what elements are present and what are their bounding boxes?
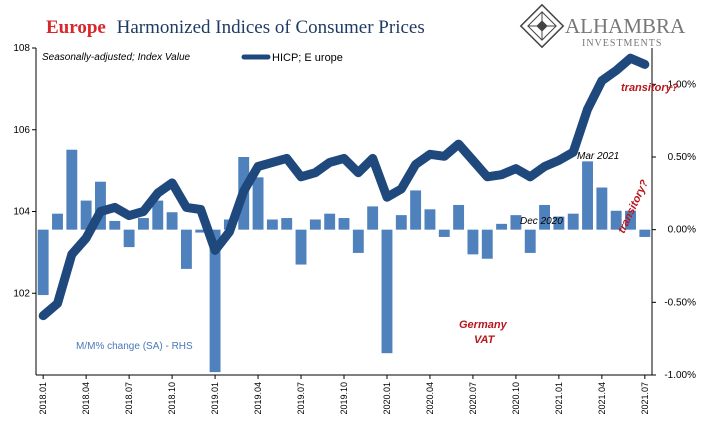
logo: ALHAMBRA INVESTMENTS — [519, 3, 686, 49]
bar-2018.07 — [123, 229, 135, 248]
bar-2018.09 — [152, 200, 164, 230]
x-tick-label: 2018.01 — [38, 382, 48, 415]
x-tick-label: 2018.10 — [167, 382, 177, 415]
right-tick-label: -1.00% — [664, 370, 696, 381]
chart-title: Europe Harmonized Indices of Consumer Pr… — [46, 17, 425, 38]
x-tick-label: 2020.07 — [468, 382, 478, 415]
hicp-line — [38, 53, 650, 321]
bar-2018.12 — [195, 229, 207, 233]
legend: HICP; E urope — [241, 52, 343, 64]
bar-2019.05 — [266, 219, 278, 230]
logo-sub: INVESTMENTS — [582, 38, 662, 49]
chart-title-accent: Europe — [46, 17, 106, 38]
bar-2019.01 — [209, 229, 221, 373]
bar-2018.10 — [166, 212, 178, 230]
bar-2018.03 — [66, 149, 78, 230]
left-tick-label: 104 — [13, 207, 30, 218]
bar-2019.11 — [352, 229, 364, 253]
legend-label-hicp: HICP; E urope — [272, 52, 343, 64]
left-tick-label: 108 — [13, 43, 30, 54]
bar-2020.11 — [524, 229, 536, 253]
left-axis-ticks: 102 104 106 108 — [13, 43, 36, 299]
x-tick-label: 2021.04 — [597, 382, 607, 415]
x-tick-label: 2019.01 — [210, 382, 220, 415]
bar-2018.05 — [95, 181, 106, 230]
bar-2019.07 — [295, 229, 307, 265]
annotation-vat: VAT — [474, 334, 496, 346]
bar-2020.04 — [424, 209, 436, 230]
bar-2020.09 — [496, 223, 508, 230]
logo-name: ALHAMBRA — [565, 14, 686, 38]
bar-2020.07 — [467, 229, 479, 255]
bar-2020.08 — [481, 229, 493, 259]
x-tick-label: 2021.01 — [554, 382, 564, 415]
right-tick-label: 1.00% — [668, 79, 696, 90]
bar-2021.06 — [625, 210, 636, 230]
bar-2019.06 — [281, 218, 293, 230]
bar-2018.04 — [80, 200, 92, 230]
bar-2018.01 — [37, 229, 49, 296]
bar-2018.02 — [52, 213, 63, 230]
x-tick-label: 2019.04 — [253, 382, 263, 415]
x-tick-label: 2020.01 — [382, 382, 392, 415]
x-tick-label: 2018.04 — [81, 382, 91, 415]
bar-2021.05 — [610, 210, 622, 230]
annotation-dec-2020: Dec 2020 — [520, 216, 563, 227]
annotation-transitory-1: transitory? — [621, 82, 679, 94]
left-tick-label: 106 — [13, 125, 30, 136]
bar-2019.12 — [367, 206, 379, 230]
x-tick-label: 2021.07 — [640, 382, 650, 415]
bar-2021.07 — [639, 229, 651, 237]
right-axis-ticks: -1.00% -0.50% 0.00% 0.50% 1.00% — [652, 79, 696, 381]
bar-2020.01 — [381, 229, 393, 354]
bar-2020.12 — [539, 204, 551, 230]
chart-title-rest: Harmonized Indices of Consumer Prices — [117, 17, 425, 38]
x-tick-label: 2020.04 — [425, 382, 435, 415]
bar-2021.02 — [567, 213, 579, 230]
x-axis-ticks: 2018.01 2018.04 2018.07 2018.10 2019.01 2019.… — [38, 375, 650, 415]
right-tick-label: -0.50% — [664, 297, 696, 308]
bar-2021.01 — [553, 216, 565, 230]
right-tick-label: 0.00% — [668, 225, 696, 236]
bar-2020.10 — [510, 215, 522, 230]
bar-2020.02 — [395, 215, 407, 230]
annotation-mar-2021: Mar 2021 — [577, 151, 619, 162]
bar-2018.11 — [180, 229, 192, 269]
bar-2019.08 — [309, 219, 321, 230]
mm-change-bars — [37, 149, 651, 373]
left-tick-label: 102 — [13, 288, 30, 299]
bar-2018.08 — [137, 218, 149, 230]
bar-2019.10 — [338, 218, 350, 230]
bar-2021.04 — [596, 187, 608, 230]
x-tick-label: 2019.10 — [339, 382, 349, 415]
x-tick-label: 2019.07 — [296, 382, 306, 415]
bar-2019.09 — [324, 213, 336, 230]
chart-note: Seasonally-adjusted; Index Value — [42, 52, 191, 63]
right-tick-label: 0.50% — [668, 152, 696, 163]
annotation-germany: Germany — [459, 319, 508, 331]
annotation-mm-label: M/M% change (SA) - RHS — [76, 341, 193, 352]
x-tick-label: 2018.07 — [124, 382, 134, 415]
x-tick-label: 2020.10 — [511, 382, 521, 415]
bar-2018.06 — [109, 220, 121, 230]
bar-2021.03 — [582, 161, 593, 230]
bar-2019.04 — [252, 177, 264, 230]
bar-2020.06 — [453, 204, 465, 230]
bar-2020.03 — [410, 190, 422, 230]
bar-2020.05 — [438, 229, 450, 237]
logo-diamond-icon — [519, 3, 565, 49]
